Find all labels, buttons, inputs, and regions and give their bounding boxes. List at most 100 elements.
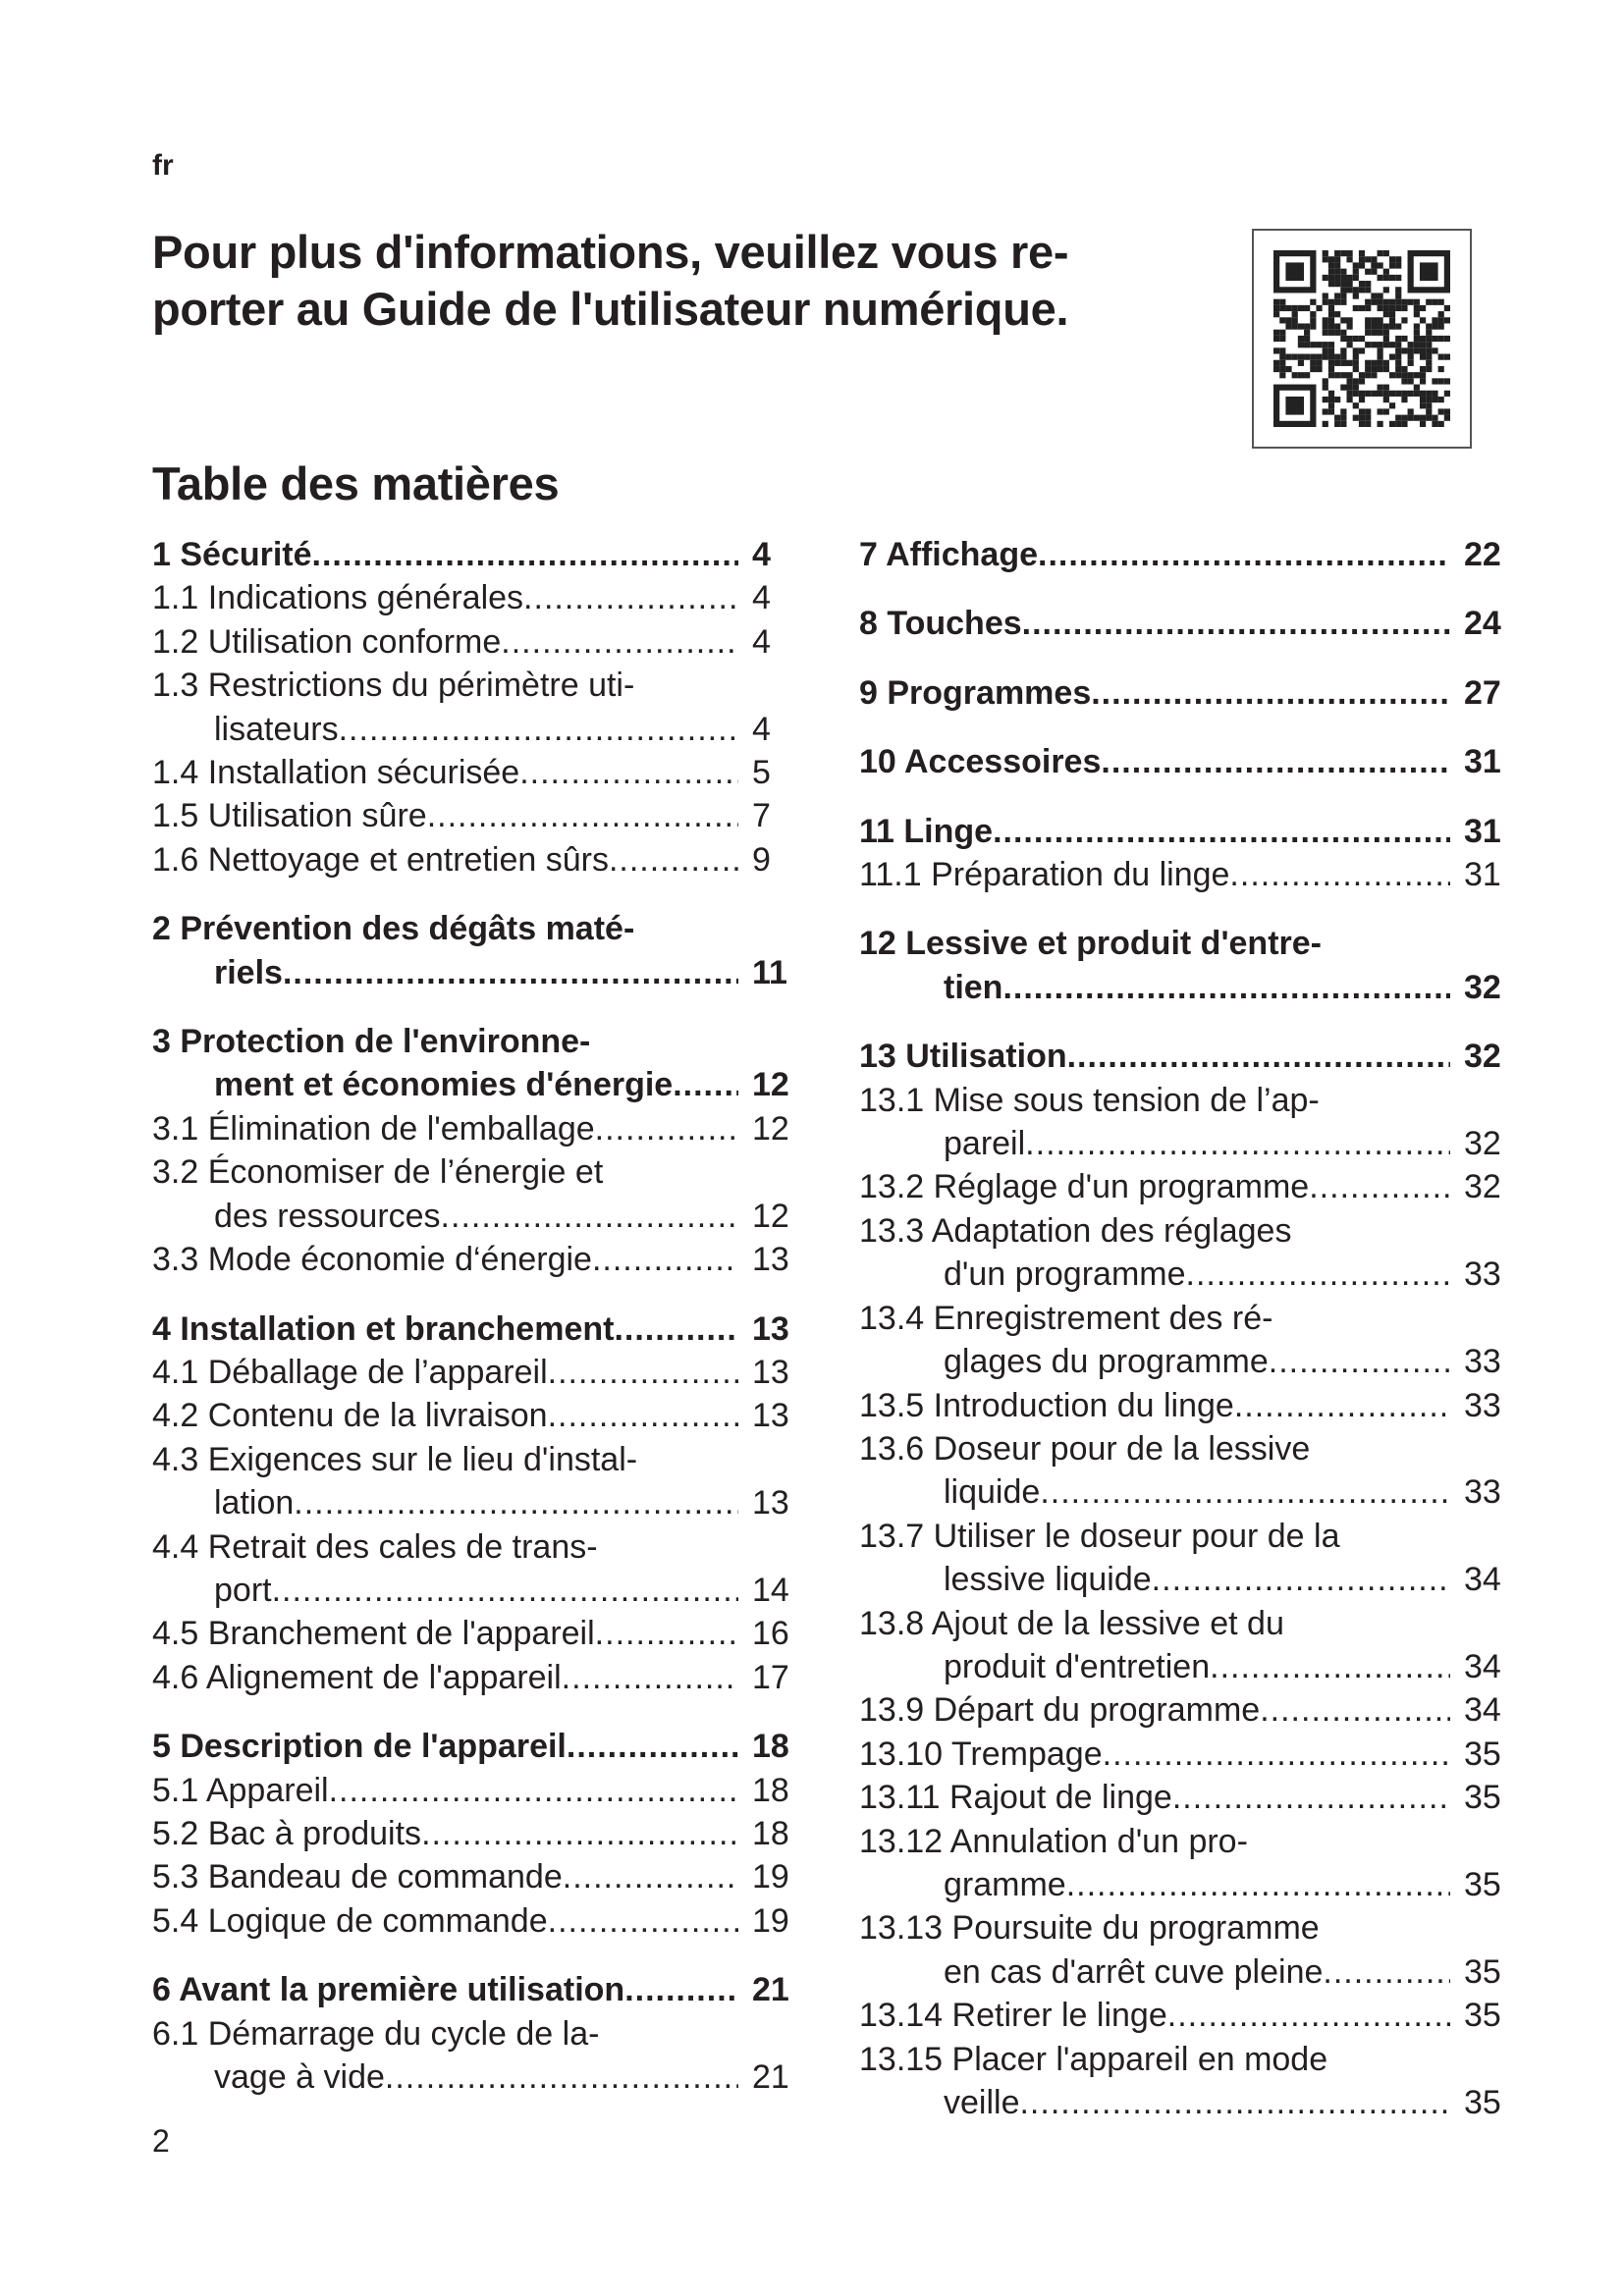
toc-entry-title: 4.4 Retrait des cales de trans-	[152, 1527, 598, 1566]
toc-entry-title: liquide	[944, 1473, 1041, 1512]
toc-entry-title: 13.9 Départ du programme	[859, 1691, 1261, 1730]
toc-entry-title: glages du programme	[944, 1343, 1269, 1381]
toc-page-number: 35	[1464, 1865, 1501, 1903]
toc-page-number: 31	[1464, 856, 1501, 894]
toc-page-number: 33	[1464, 1255, 1501, 1294]
toc-entry-title: 6 Avant la première utilisation	[152, 1971, 625, 2009]
toc-page-number: 27	[1464, 673, 1501, 712]
toc-subsection-entry[interactable]: 13.6 Doseur pour de la lessive liquide 33	[859, 1427, 1507, 1515]
toc-subsection-entry[interactable]: 1.3 Restrictions du périmètre uti-lisate…	[152, 664, 795, 751]
toc-subsection-entry[interactable]: 13.2 Réglage d'un programme 32	[859, 1165, 1507, 1208]
toc-subsection-entry[interactable]: 5.3 Bandeau de commande 19	[152, 1855, 795, 1898]
toc-subsection-entry[interactable]: 4.3 Exigences sur le lieu d'instal-latio…	[152, 1438, 795, 1525]
toc-subsection-entry[interactable]: 13.12 Annulation d'un pro-gramme 35	[859, 1820, 1507, 1907]
toc-entry-title: 2 Prévention des dégâts maté-	[152, 910, 635, 948]
toc-section-entry[interactable]: 3 Protection de l'environne-ment et écon…	[152, 1020, 795, 1107]
toc-subsection-entry[interactable]: 3.1 Élimination de l'emballage 12	[152, 1107, 795, 1150]
toc-section-entry[interactable]: 4 Installation et branchement 13	[152, 1308, 795, 1351]
toc-entry-title: 6.1 Démarrage du cycle de la-	[152, 2014, 600, 2053]
toc-subsection-entry[interactable]: 13.8 Ajout de la lessive et du produit d'…	[859, 1602, 1507, 1689]
dot-leader	[1172, 1776, 1450, 1819]
toc-section-entry[interactable]: 10 Accessoires 31	[859, 740, 1507, 783]
toc-page-number: 35	[1464, 1735, 1501, 1773]
toc-subsection-entry[interactable]: 13.1 Mise sous tension de l’ap-pareil 32	[859, 1079, 1507, 1166]
toc-subsection-entry[interactable]: 13.14 Retirer le linge 35	[859, 1994, 1507, 2037]
toc-page-number: 32	[1464, 1125, 1501, 1163]
toc-section-entry[interactable]: 9 Programmes 27	[859, 671, 1507, 715]
toc-subsection-entry[interactable]: 1.1 Indications générales 4	[152, 576, 795, 619]
toc-page-number: 35	[1464, 1779, 1501, 1817]
toc-subsection-entry[interactable]: 4.4 Retrait des cales de trans-port 14	[152, 1525, 795, 1613]
dot-leader	[1186, 1253, 1451, 1296]
toc-page-number: 19	[752, 1858, 789, 1896]
toc-page-number: 33	[1464, 1473, 1501, 1512]
headline: Pour plus d'informations, veuillez vous …	[152, 226, 1069, 335]
toc-section-entry[interactable]: 11 Linge 31	[859, 810, 1507, 853]
toc-section-entry[interactable]: 5 Description de l'appareil 18	[152, 1725, 795, 1768]
toc-section-entry[interactable]: 6 Avant la première utilisation 21	[152, 1968, 795, 2011]
toc-subsection-entry[interactable]: 13.10 Trempage 35	[859, 1733, 1507, 1776]
toc-entry-title: gramme	[944, 1865, 1066, 1903]
dot-leader	[519, 751, 738, 794]
toc-subsection-entry[interactable]: 13.11 Rajout de linge 35	[859, 1776, 1507, 1819]
toc-subsection-entry[interactable]: 4.1 Déballage de l’appareil 13	[152, 1351, 795, 1394]
toc-section-entry[interactable]: 7 Affichage 22	[859, 533, 1507, 576]
toc-subsection-entry[interactable]: 13.3 Adaptation des réglages d'un program…	[859, 1209, 1507, 1297]
toc-subsection-entry[interactable]: 4.2 Contenu de la livraison 13	[152, 1394, 795, 1437]
toc-entry-title: 12 Lessive et produit d'entre-	[859, 925, 1322, 963]
dot-leader	[523, 576, 738, 619]
toc-subsection-entry[interactable]: 5.1 Appareil 18	[152, 1769, 795, 1812]
toc-entry-title: 5 Description de l'appareil	[152, 1728, 567, 1766]
toc-subsection-entry[interactable]: 13.9 Départ du programme 34	[859, 1688, 1507, 1732]
toc-page-number: 32	[1464, 1038, 1501, 1076]
toc-subsection-entry[interactable]: 13.7 Utiliser le doseur pour de la lessiv…	[859, 1515, 1507, 1602]
toc-subsection-entry[interactable]: 4.5 Branchement de l'appareil 16	[152, 1612, 795, 1655]
toc-entry-title: 13.7 Utiliser le doseur pour de la	[859, 1517, 1340, 1555]
toc-entry-title: 13 Utilisation	[859, 1038, 1067, 1076]
dot-leader	[993, 810, 1450, 853]
toc-entry-title: 10 Accessoires	[859, 743, 1102, 781]
toc-section-entry[interactable]: 8 Touches 24	[859, 602, 1507, 645]
toc-subsection-entry[interactable]: 3.3 Mode économie d‘énergie 13	[152, 1238, 795, 1281]
toc-subsection-entry[interactable]: 13.5 Introduction du linge 33	[859, 1384, 1507, 1427]
toc-section-entry[interactable]: 13 Utilisation 32	[859, 1035, 1507, 1078]
toc-entry-title: des ressources	[214, 1197, 441, 1235]
dot-leader	[1229, 853, 1450, 896]
toc-subsection-entry[interactable]: 1.2 Utilisation conforme 4	[152, 620, 795, 664]
toc-subsection-entry[interactable]: 5.4 Logique de commande 19	[152, 1899, 795, 1943]
toc-subsection-entry[interactable]: 1.5 Utilisation sûre 7	[152, 794, 795, 837]
toc-page-number: 5	[752, 754, 771, 792]
toc-entry-title: 7 Affichage	[859, 536, 1039, 573]
toc-page-number: 19	[752, 1901, 789, 1940]
toc-entry-title: 1.3 Restrictions du périmètre uti-	[152, 667, 635, 705]
dot-leader	[624, 1968, 738, 2011]
toc-entry-title: veille	[944, 2084, 1020, 2121]
toc-subsection-entry[interactable]: 1.4 Installation sécurisée 5	[152, 751, 795, 794]
toc-page-number: 13	[752, 1484, 789, 1522]
toc-page-number: 13	[752, 1397, 789, 1435]
toc-page-number: 11	[752, 953, 787, 991]
toc-subsection-entry[interactable]: 5.2 Bac à produits 18	[152, 1812, 795, 1855]
toc-subsection-entry[interactable]: 13.4 Enregistrement des ré-glages du pro…	[859, 1297, 1507, 1384]
toc-entry-title: lessive liquide	[944, 1561, 1152, 1599]
qr-code-icon	[1252, 229, 1472, 449]
toc-subsection-entry[interactable]: 6.1 Démarrage du cycle de la-vage à vide…	[152, 2012, 795, 2100]
qr-code-image	[1273, 250, 1450, 427]
toc-page-number: 32	[1464, 1168, 1501, 1206]
toc-page-number: 31	[1464, 812, 1501, 850]
toc-subsection-entry[interactable]: 13.13 Poursuite du programme en cas d'arr…	[859, 1906, 1507, 1994]
toc-subsection-entry[interactable]: 13.15 Placer l'appareil en mode veille 35	[859, 2038, 1507, 2125]
toc-section-entry[interactable]: 12 Lessive et produit d'entre-tien 32	[859, 922, 1507, 1009]
toc-entry-title: 5.2 Bac à produits	[152, 1814, 422, 1852]
toc-subsection-entry[interactable]: 4.6 Alignement de l'appareil 17	[152, 1656, 795, 1699]
toc-entry-title: 5.4 Logique de commande	[152, 1901, 548, 1940]
toc-section-entry[interactable]: 2 Prévention des dégâts maté-riels 11	[152, 907, 795, 994]
toc-subsection-entry[interactable]: 1.6 Nettoyage et entretien sûrs 9	[152, 838, 795, 881]
toc-page-number: 12	[752, 1197, 789, 1235]
toc-subsection-entry[interactable]: 11.1 Préparation du linge 31	[859, 853, 1507, 896]
toc-subsection-entry[interactable]: 3.2 Économiser de l’énergie et des ressou…	[152, 1150, 795, 1238]
dot-leader	[501, 620, 738, 664]
toc-page-number: 31	[1464, 743, 1501, 781]
toc-entry-title: riels	[214, 953, 283, 991]
toc-section-entry[interactable]: 1 Sécurité 4	[152, 533, 795, 576]
